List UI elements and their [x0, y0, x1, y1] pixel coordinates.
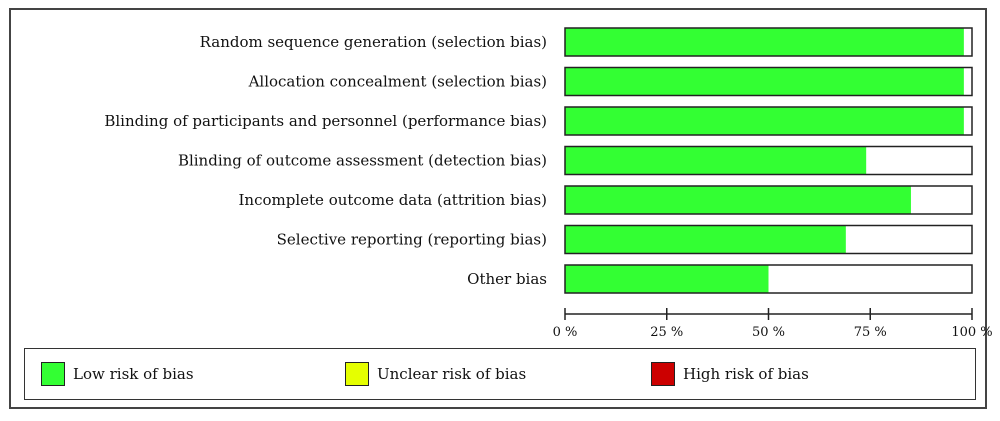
category-label: Other bias	[467, 270, 547, 288]
category-label: Selective reporting (reporting bias)	[277, 231, 547, 249]
legend: Low risk of bias Unclear risk of bias Hi…	[24, 348, 976, 400]
legend-swatch-high	[651, 362, 675, 386]
bar-outline	[564, 66, 973, 97]
category-label: Blinding of participants and personnel (…	[104, 112, 547, 130]
category-label: Random sequence generation (selection bi…	[200, 33, 547, 51]
bar-outline	[564, 185, 973, 215]
bar-outline	[564, 264, 973, 294]
category-label: Incomplete outcome data (attrition bias)	[239, 191, 548, 209]
x-tick-label: 100 %	[951, 325, 992, 340]
category-label: Blinding of outcome assessment (detectio…	[178, 152, 547, 170]
legend-swatch-unclear	[345, 362, 369, 386]
bar-segment-low	[565, 265, 769, 293]
figure-frame	[9, 8, 987, 409]
bar-outline	[564, 27, 973, 57]
bar-segment-low	[565, 67, 964, 96]
legend-item-high: High risk of bias	[651, 361, 809, 387]
bar-outline	[564, 106, 973, 136]
category-labels: Random sequence generation (selection bi…	[104, 33, 547, 288]
x-tick-label: 50 %	[752, 325, 785, 340]
legend-label-low: Low risk of bias	[73, 365, 194, 383]
legend-item-unclear: Unclear risk of bias	[345, 361, 526, 387]
bar-segment-low	[565, 107, 964, 135]
bar-outline	[564, 145, 973, 176]
bar-segment-low	[565, 225, 846, 254]
bar-segment-low	[565, 28, 964, 56]
legend-label-high: High risk of bias	[683, 365, 809, 383]
legend-label-unclear: Unclear risk of bias	[377, 365, 527, 383]
x-tick-label: 25 %	[650, 325, 683, 340]
legend-swatch-low	[41, 362, 65, 386]
category-label: Allocation concealment (selection bias)	[248, 73, 547, 91]
x-axis: 0 % 25 % 50 % 75 % 100 %	[553, 308, 993, 340]
bar-segment-low	[565, 186, 911, 214]
bar-segment-low	[565, 146, 867, 175]
risk-of-bias-chart: Random sequence generation (selection bi…	[104, 27, 993, 340]
legend-item-low: Low risk of bias	[41, 361, 194, 387]
bar-outline	[564, 224, 973, 255]
x-tick-label: 0 %	[553, 325, 578, 340]
x-tick-label: 75 %	[854, 325, 887, 340]
bars	[564, 27, 973, 294]
